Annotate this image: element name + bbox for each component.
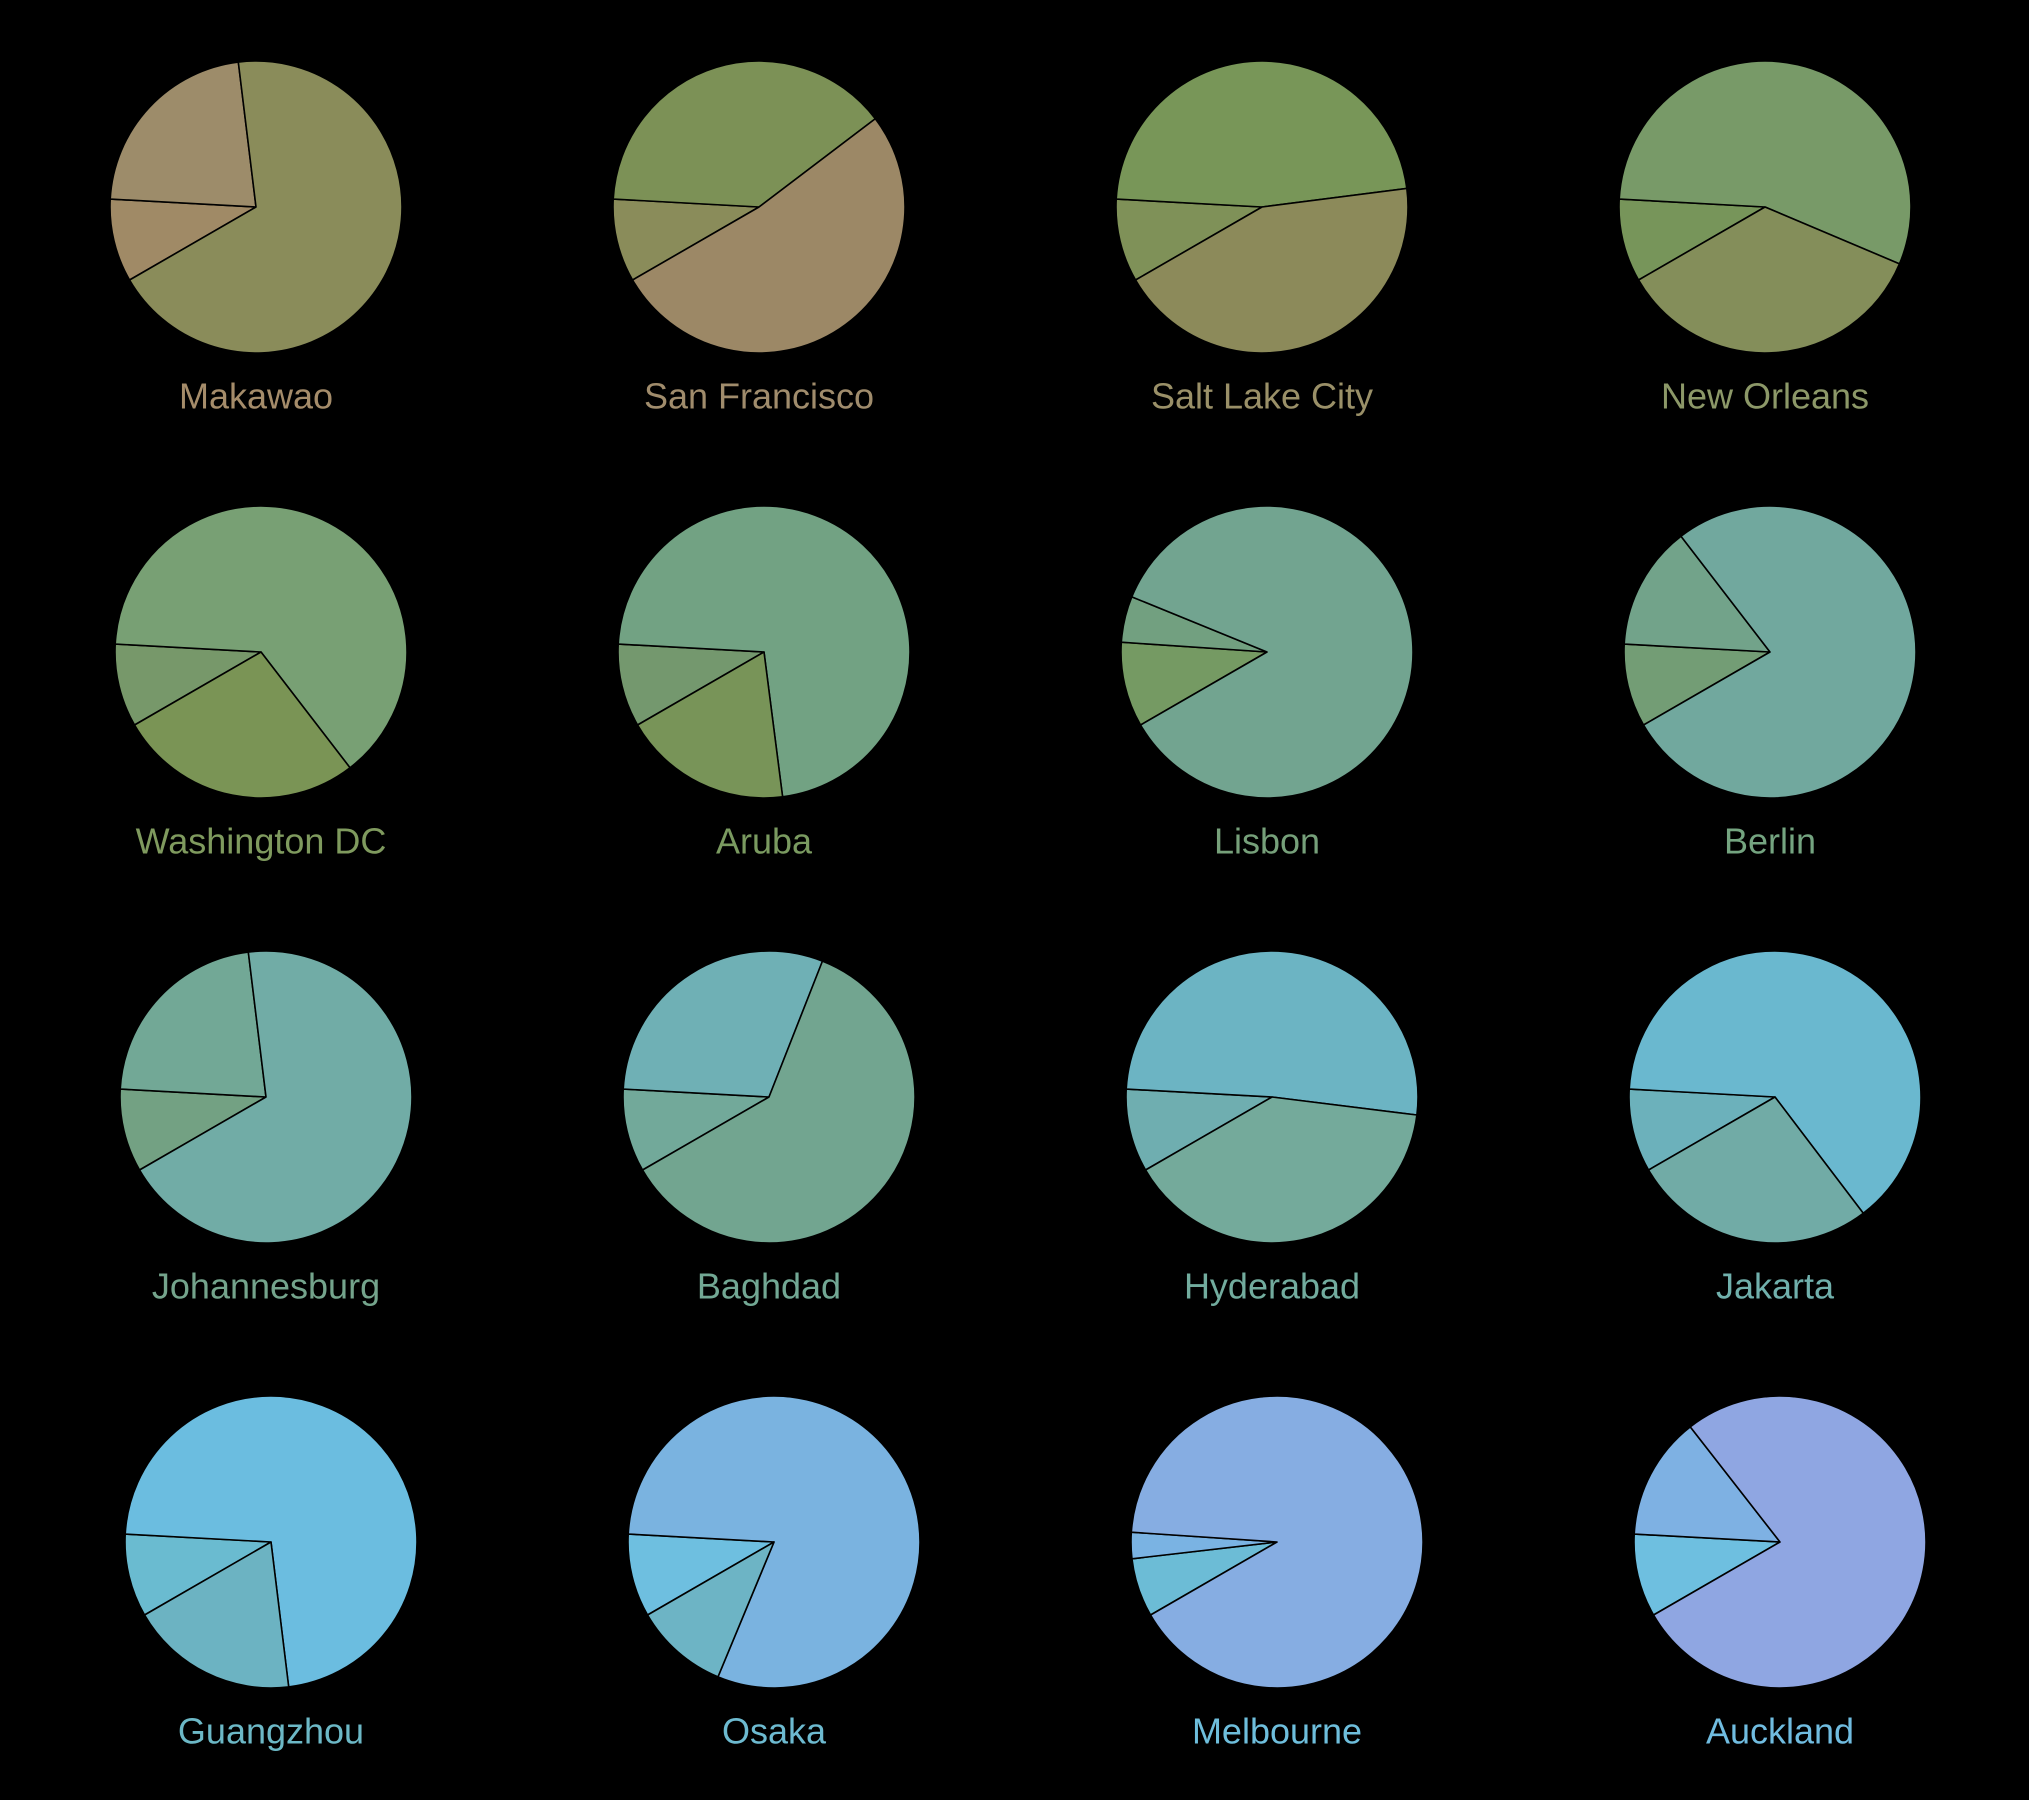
pie-slice <box>1618 198 1766 281</box>
pie-slice <box>124 1533 272 1616</box>
pie-slice <box>1130 1395 1424 1689</box>
pie-chart: Jakarta <box>1628 950 1922 1307</box>
pie-slice <box>1120 641 1268 726</box>
pie-slice <box>1652 1395 1927 1689</box>
pie-slice <box>1623 535 1771 653</box>
pie-title: Lisbon <box>1214 821 1320 862</box>
pie-slice <box>114 643 262 726</box>
pie-chart: San Francisco <box>612 60 906 417</box>
pie-chart: Makawao <box>109 60 403 417</box>
pie-slice <box>109 61 257 208</box>
pie-chart: Auckland <box>1633 1395 1927 1752</box>
pie-slice <box>1623 643 1771 726</box>
pie-title: Baghdad <box>697 1266 841 1307</box>
pie-slice <box>1642 505 1917 799</box>
pie-slice <box>1125 950 1419 1116</box>
pie-slice <box>119 1088 267 1171</box>
pie-chart: Baghdad <box>622 950 916 1307</box>
pie-slice <box>1144 1096 1418 1244</box>
pie-slice <box>1637 206 1901 354</box>
pie-chart: Johannesburg <box>119 950 413 1307</box>
pie-slice <box>109 198 257 281</box>
pie-chart: Berlin <box>1623 505 1917 862</box>
pie-chart: Aruba <box>617 505 911 862</box>
pie-slice <box>1125 1088 1273 1171</box>
pie-title: New Orleans <box>1661 376 1869 417</box>
pie-title: Aruba <box>716 821 813 862</box>
pie-slice <box>1628 950 1922 1215</box>
pie-chart: Melbourne <box>1130 1395 1424 1752</box>
pie-slice <box>631 117 906 354</box>
pie-slice <box>641 960 916 1244</box>
pie-slice <box>646 1541 775 1678</box>
pie-title: Salt Lake City <box>1151 376 1373 417</box>
pie-chart: Hyderabad <box>1125 950 1419 1307</box>
pie-slice <box>1628 1088 1776 1171</box>
pie-title: San Francisco <box>644 376 874 417</box>
pie-title: Hyderabad <box>1184 1266 1360 1307</box>
pie-chart: Salt Lake City <box>1115 60 1409 417</box>
pie-slice <box>114 505 408 769</box>
pie-slice <box>1115 198 1263 281</box>
pie-slice <box>627 1533 775 1616</box>
pie-title: Washington DC <box>136 821 387 862</box>
pie-title: Melbourne <box>1192 1711 1362 1752</box>
pie-slice <box>128 60 403 354</box>
pie-slice <box>612 198 760 281</box>
pie-chart: New Orleans <box>1618 60 1912 417</box>
pie-slice <box>622 950 824 1098</box>
pie-title: Johannesburg <box>152 1266 380 1307</box>
pie-slice <box>1131 505 1414 799</box>
pie-title: Osaka <box>722 1711 827 1752</box>
pie-title: Jakarta <box>1716 1266 1835 1307</box>
pie-slice <box>119 951 267 1098</box>
pie-chart: Guangzhou <box>124 1395 418 1752</box>
pie-title: Berlin <box>1724 821 1816 862</box>
pie-slice <box>1115 60 1408 208</box>
pie-slice <box>138 950 413 1244</box>
pie-chart: Washington DC <box>114 505 408 862</box>
pie-title: Auckland <box>1706 1711 1854 1752</box>
pie-slice <box>636 651 784 799</box>
pie-slice <box>1633 1426 1781 1543</box>
pie-slice <box>612 60 877 208</box>
pie-slice <box>617 643 765 726</box>
pie-slice <box>143 1541 290 1689</box>
pie-slice <box>1618 60 1912 265</box>
pie-title: Makawao <box>179 376 333 417</box>
pie-slice <box>133 651 351 799</box>
pie-title: Guangzhou <box>178 1711 364 1752</box>
pie-chart: Lisbon <box>1120 505 1414 862</box>
pie-slice <box>1633 1533 1781 1616</box>
pie-slice <box>1647 1096 1865 1244</box>
pie-slice <box>1134 187 1409 354</box>
pie-chart: Osaka <box>627 1395 921 1752</box>
pie-slice <box>622 1088 770 1171</box>
